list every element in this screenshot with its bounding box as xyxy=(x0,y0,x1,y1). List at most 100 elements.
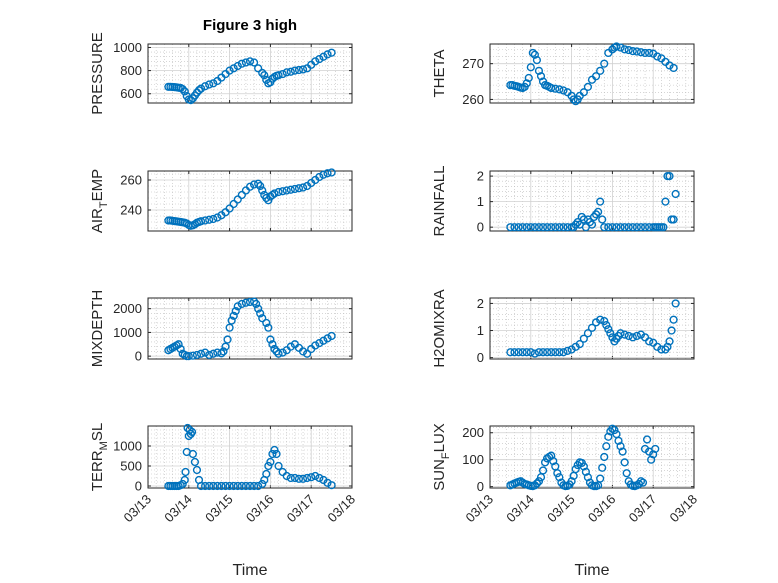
data-point xyxy=(532,55,542,65)
data-point xyxy=(618,447,627,456)
data-point xyxy=(258,479,267,489)
y-tick-label: 100 xyxy=(462,452,484,467)
data-point xyxy=(319,170,328,179)
data-point xyxy=(526,223,535,232)
data-point xyxy=(221,481,230,491)
data-point xyxy=(555,348,564,357)
data-point xyxy=(298,474,308,483)
data-point xyxy=(596,197,605,206)
data-point xyxy=(612,42,621,51)
data-point xyxy=(620,223,629,232)
data-point xyxy=(192,88,202,97)
axes-border xyxy=(147,425,353,489)
axes-frame xyxy=(147,297,353,360)
data-point xyxy=(587,220,597,229)
data-point xyxy=(614,436,623,445)
data-point xyxy=(262,469,271,479)
y-tick-label: 270 xyxy=(462,56,484,71)
x-tick-label: 03/13 xyxy=(463,492,497,526)
data-point xyxy=(567,477,576,486)
data-point xyxy=(187,427,197,437)
x-tick-label: 03/14 xyxy=(503,492,537,526)
data-point xyxy=(608,223,617,232)
data-point xyxy=(551,84,560,93)
data-point xyxy=(602,442,611,451)
data-point xyxy=(622,469,631,478)
x-tick-label: 03/17 xyxy=(284,492,318,526)
data-point xyxy=(596,315,605,324)
data-point xyxy=(555,85,564,94)
data-point xyxy=(254,304,263,313)
data-point xyxy=(278,187,287,196)
data-point xyxy=(229,481,238,491)
data-point xyxy=(323,334,332,343)
x-tick-label: 03/13 xyxy=(121,492,155,526)
data-point xyxy=(286,185,295,194)
data-point xyxy=(559,348,568,357)
y-tick-label: 2000 xyxy=(113,301,142,316)
y-tick-label: 500 xyxy=(120,459,142,474)
x-tick-label: 03/18 xyxy=(667,492,701,526)
data-point xyxy=(659,223,668,232)
data-point xyxy=(579,334,588,343)
data-point xyxy=(543,223,552,232)
data-point xyxy=(264,461,273,471)
data-point xyxy=(254,64,263,73)
axes-border xyxy=(147,170,353,232)
data-point xyxy=(268,340,277,349)
data-point xyxy=(209,79,218,88)
data-point xyxy=(547,83,556,93)
data-point xyxy=(274,71,283,80)
data-point xyxy=(233,195,242,204)
data-point xyxy=(186,96,195,105)
y-tick-label: 1 xyxy=(477,323,484,338)
data-point xyxy=(671,189,680,199)
data-point xyxy=(538,466,548,475)
data-point xyxy=(311,471,320,481)
data-point xyxy=(270,344,279,354)
data-point xyxy=(223,335,232,344)
data-point xyxy=(278,69,287,79)
data-point xyxy=(241,481,251,491)
data-point xyxy=(205,481,214,491)
data-point xyxy=(229,64,238,73)
data-point xyxy=(669,63,678,73)
data-point xyxy=(528,48,537,58)
data-point xyxy=(522,348,531,357)
data-point xyxy=(620,458,629,467)
data-point xyxy=(241,298,251,307)
y-tick-label: 0 xyxy=(477,220,484,235)
data-point xyxy=(640,333,650,342)
data-point xyxy=(591,72,601,81)
data-point xyxy=(540,458,550,467)
data-point xyxy=(522,79,531,88)
data-point xyxy=(190,457,200,467)
data-point xyxy=(258,314,267,323)
data-point xyxy=(530,223,539,232)
data-point xyxy=(209,214,218,224)
data-point xyxy=(612,223,621,232)
data-point xyxy=(647,455,656,464)
data-point xyxy=(180,475,189,485)
data-point xyxy=(559,223,568,232)
y-tick-label: 1000 xyxy=(113,439,142,454)
data-point xyxy=(555,473,564,482)
data-point xyxy=(632,47,641,56)
data-point xyxy=(266,335,275,344)
x-tick-label: 03/17 xyxy=(626,492,660,526)
data-point xyxy=(205,215,214,224)
data-point xyxy=(274,349,283,358)
data-point xyxy=(583,473,593,482)
data-point xyxy=(201,348,210,357)
data-point xyxy=(514,348,523,357)
y-tick-label: 800 xyxy=(120,63,142,78)
y-tick-label: 1000 xyxy=(113,40,142,55)
data-point xyxy=(258,186,267,195)
data-point xyxy=(645,337,654,346)
data-point xyxy=(245,182,255,191)
data-point xyxy=(274,461,283,471)
data-point xyxy=(237,59,246,68)
data-point xyxy=(315,338,324,348)
data-point xyxy=(532,479,542,488)
